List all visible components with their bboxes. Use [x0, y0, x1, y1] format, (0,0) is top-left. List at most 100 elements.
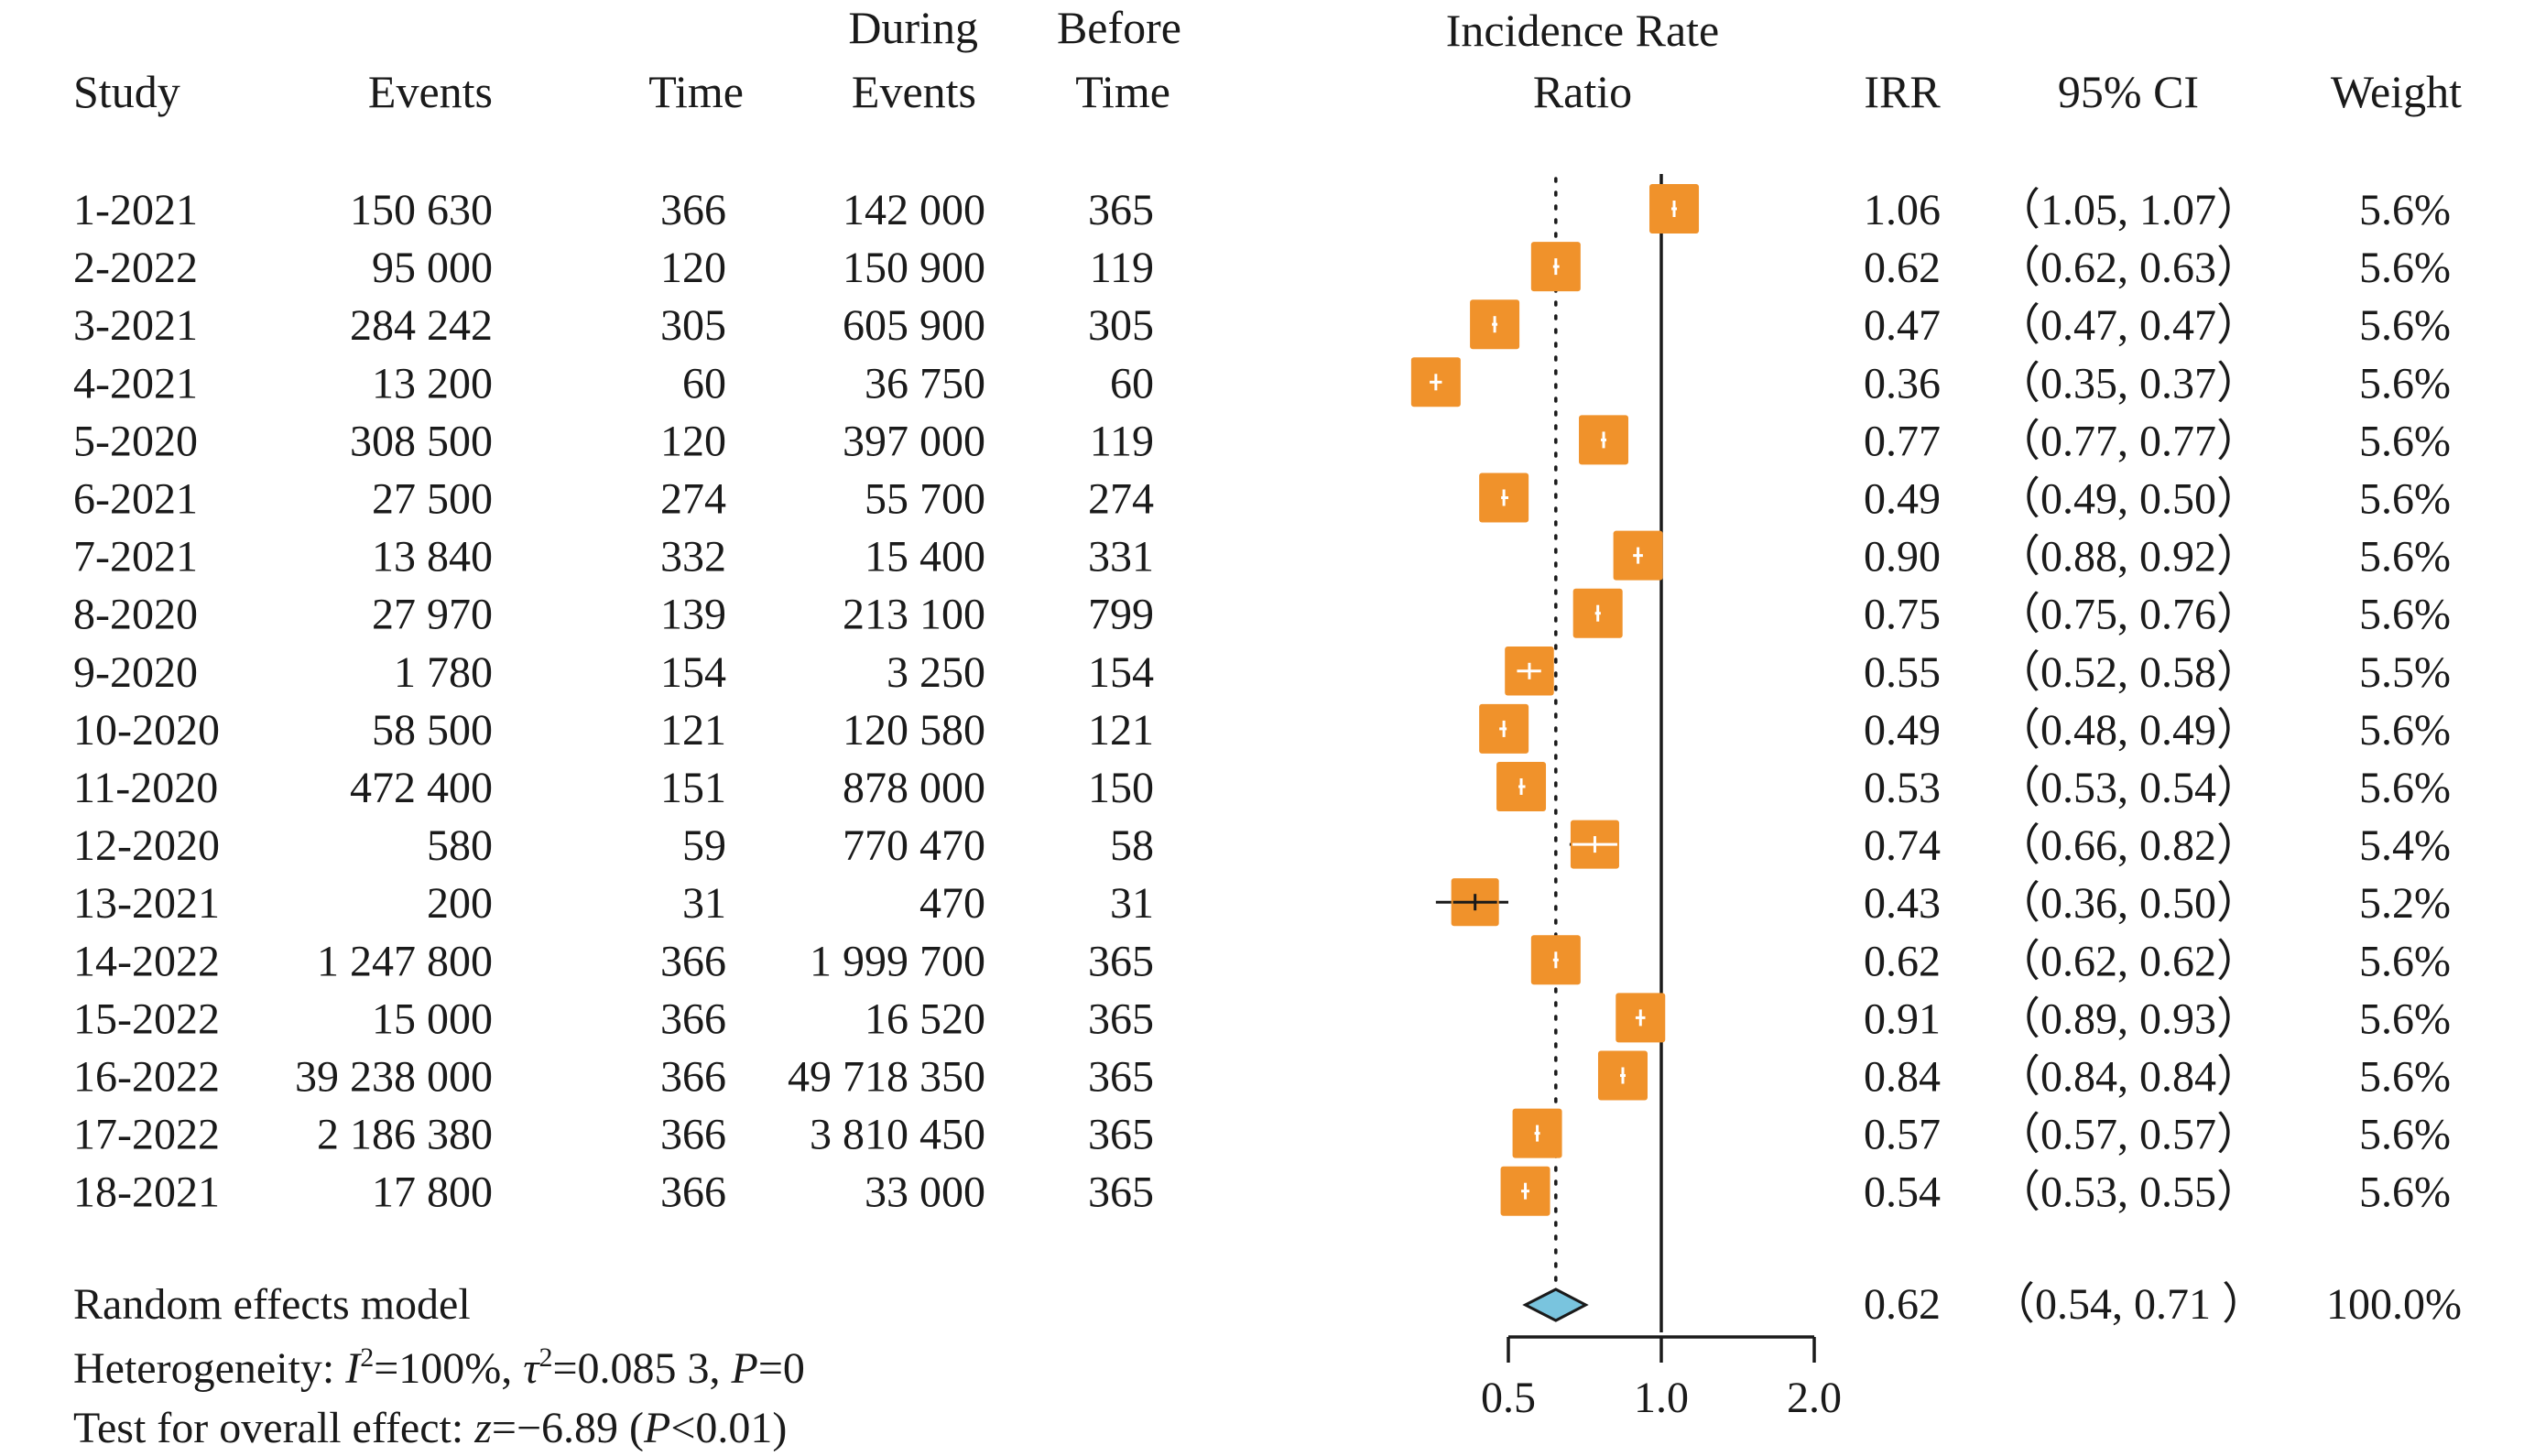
ci-value: （0.89, 0.93） [1996, 994, 2260, 1043]
during-time-value: 274 [660, 475, 726, 524]
during-time-value: 154 [660, 648, 726, 697]
during-events-value: 1 247 800 [317, 937, 493, 985]
header-events-2: Events [852, 66, 976, 117]
study-label: 16-2022 [73, 1053, 220, 1102]
weight-value: 5.6% [2359, 764, 2451, 812]
during-time-value: 139 [660, 591, 726, 639]
during-events-value: 39 238 000 [295, 1053, 493, 1102]
before-events-value: 49 718 350 [788, 1053, 985, 1102]
weight-value: 5.6% [2359, 186, 2451, 234]
ci-value: （0.53, 0.54） [1996, 764, 2260, 812]
weight-value: 5.6% [2359, 1053, 2451, 1102]
header-during: During [848, 2, 978, 53]
during-time-value: 366 [660, 937, 726, 985]
during-time-value: 120 [660, 244, 726, 292]
before-time-value: 365 [1088, 186, 1154, 234]
study-row: 2-2022 95 000 120 150 900 119 0.62 （0.62, 0.63… [73, 244, 2451, 292]
before-events-value: 150 900 [843, 244, 985, 292]
study-row: 14-2022 1 247 800 366 1 999 700 365 0.62 （0.62… [73, 937, 2451, 985]
header-events-1: Events [368, 66, 493, 117]
irr-value: 0.49 [1864, 706, 1941, 755]
ci-value: （0.48, 0.49） [1996, 706, 2260, 755]
before-time-value: 365 [1088, 937, 1154, 985]
ci-value: （0.62, 0.62） [1996, 937, 2260, 985]
weight-value: 5.6% [2359, 301, 2451, 350]
before-time-value: 119 [1090, 417, 1154, 465]
before-events-value: 142 000 [843, 186, 985, 234]
before-time-value: 305 [1088, 301, 1154, 350]
irr-value: 0.84 [1864, 1053, 1941, 1102]
study-label: 12-2020 [73, 821, 220, 870]
ci-value: （0.53, 0.55） [1996, 1168, 2260, 1217]
weight-value: 5.6% [2359, 359, 2451, 407]
during-time-value: 31 [682, 879, 726, 928]
x-axis-tick-label: 0.5 [1481, 1374, 1536, 1422]
weight-value: 5.6% [2359, 1168, 2451, 1217]
during-events-value: 1 780 [394, 648, 493, 697]
during-events-value: 308 500 [350, 417, 493, 465]
before-time-value: 799 [1088, 591, 1154, 639]
summary-irr: 0.62 [1864, 1280, 1941, 1329]
irr-value: 0.53 [1864, 764, 1941, 812]
weight-value: 5.6% [2359, 475, 2451, 524]
before-time-value: 121 [1088, 706, 1154, 755]
before-time-value: 365 [1088, 994, 1154, 1043]
study-label: 4-2021 [73, 359, 198, 407]
during-time-value: 151 [660, 764, 726, 812]
before-time-value: 154 [1088, 648, 1154, 697]
footer: Random effects model 0.62 （0.54, 0.71 ） … [73, 1280, 2462, 1452]
ci-value: （0.77, 0.77） [1996, 417, 2260, 465]
during-events-value: 27 970 [372, 591, 493, 639]
study-label: 2-2022 [73, 244, 198, 292]
header-row: Study During Before Events Time Events T… [73, 2, 2462, 117]
study-row: 3-2021 284 242 305 605 900 305 0.47 （0.47, 0.4… [73, 301, 2451, 350]
heterogeneity-text: Heterogeneity: I2=100%, τ2=0.085 3, P=0 [73, 1342, 805, 1393]
study-label: 14-2022 [73, 937, 220, 985]
ci-value: （0.36, 0.50） [1996, 879, 2260, 928]
irr-value: 0.62 [1864, 937, 1941, 985]
study-row: 12-2020 580 59 770 470 58 0.74 （0.66, 0.82） 5.4… [73, 821, 2451, 870]
study-row: 9-2020 1 780 154 3 250 154 0.55 （0.52, 0.58） 5.… [73, 648, 2451, 697]
summary-diamond [1522, 1288, 1589, 1322]
overall-effect-text: Test for overall effect: z=−6.89 (P<0.01… [73, 1404, 787, 1451]
study-row: 4-2021 13 200 60 36 750 60 0.36 （0.35, 0.37） 5.… [73, 359, 2451, 407]
during-time-value: 120 [660, 417, 726, 465]
during-time-value: 366 [660, 1053, 726, 1102]
before-events-value: 770 470 [843, 821, 985, 870]
during-time-value: 366 [660, 1111, 726, 1159]
study-row: 13-2021 200 31 470 31 0.43 （0.36, 0.50） 5.2% [73, 879, 2451, 928]
during-events-value: 15 000 [372, 994, 493, 1043]
summary-ci: （0.54, 0.71 ） [1991, 1280, 2266, 1329]
header-time-2: Time [1075, 66, 1170, 117]
study-label: 13-2021 [73, 879, 220, 928]
during-events-value: 13 200 [372, 359, 493, 407]
study-label: 9-2020 [73, 648, 198, 697]
before-events-value: 16 520 [865, 994, 985, 1043]
before-time-value: 331 [1088, 533, 1154, 581]
x-axis-tick-label: 1.0 [1634, 1374, 1689, 1422]
before-time-value: 119 [1090, 244, 1154, 292]
before-time-value: 365 [1088, 1053, 1154, 1102]
before-time-value: 60 [1110, 359, 1154, 407]
before-events-value: 878 000 [843, 764, 985, 812]
study-label: 1-2021 [73, 186, 198, 234]
during-events-value: 580 [427, 821, 493, 870]
weight-value: 5.6% [2359, 417, 2451, 465]
study-row: 7-2021 13 840 332 15 400 331 0.90 （0.88, 0.92）… [73, 533, 2451, 581]
study-row: 16-2022 39 238 000 366 49 718 350 365 0.84 （0.… [73, 1053, 2451, 1102]
weight-value: 5.6% [2359, 994, 2451, 1043]
weight-value: 5.6% [2359, 937, 2451, 985]
irr-value: 1.06 [1864, 186, 1941, 234]
study-row: 10-2020 58 500 121 120 580 121 0.49 （0.48, 0.4… [73, 706, 2451, 755]
study-rows: 1-2021 150 630 366 142 000 365 1.06 （1.05, 1.0… [73, 186, 2451, 1217]
study-label: 6-2021 [73, 475, 198, 524]
header-time-1: Time [648, 66, 744, 117]
during-events-value: 95 000 [372, 244, 493, 292]
header-irr-title-2: Ratio [1533, 66, 1632, 117]
study-label: 5-2020 [73, 417, 198, 465]
weight-value: 5.6% [2359, 533, 2451, 581]
during-time-value: 305 [660, 301, 726, 350]
study-row: 6-2021 27 500 274 55 700 274 0.49 （0.49, 0.50）… [73, 475, 2451, 524]
before-events-value: 213 100 [843, 591, 985, 639]
